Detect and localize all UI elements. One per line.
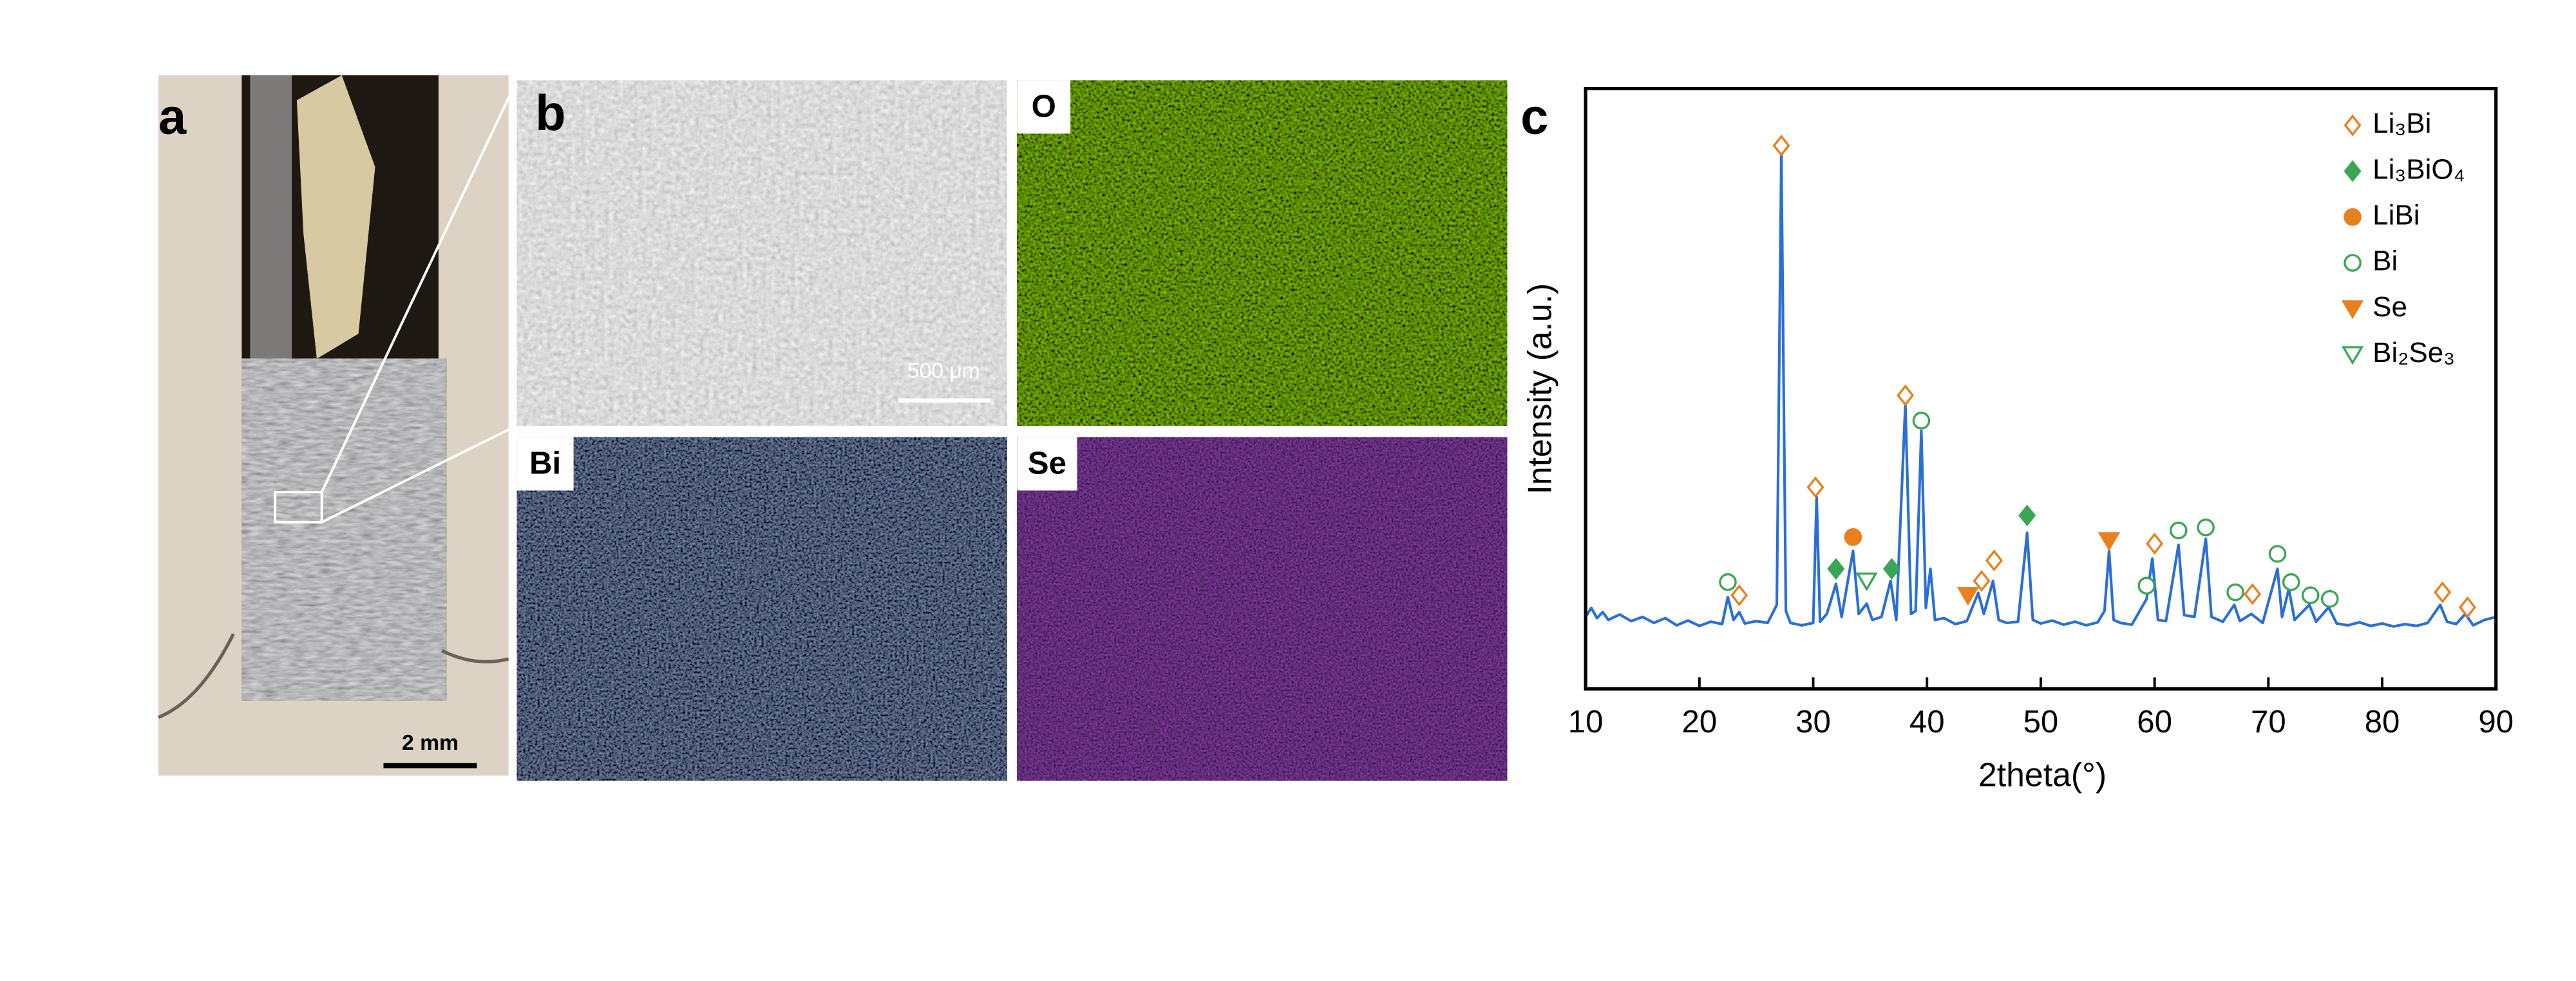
xrd-pattern bbox=[1584, 153, 2497, 628]
map-label: O bbox=[1032, 89, 1056, 124]
legend-label: Bi bbox=[2372, 245, 2398, 277]
legend-marker bbox=[2341, 346, 2364, 365]
o-map: O bbox=[1017, 80, 1508, 426]
phase-marker bbox=[1897, 384, 1915, 406]
y-axis-label: Intensity (a.u.) bbox=[1520, 283, 1558, 495]
panel-label: b bbox=[535, 86, 565, 141]
phase-marker bbox=[2282, 573, 2300, 591]
phase-marker bbox=[1806, 476, 1824, 499]
eds-map bbox=[516, 437, 1007, 781]
label-box bbox=[1017, 80, 1071, 134]
photo-panel: 2 mm a bbox=[157, 75, 518, 776]
sem-panel: 500 μm b bbox=[516, 80, 1007, 426]
phase-marker bbox=[2320, 589, 2339, 608]
legend-marker bbox=[2344, 254, 2362, 272]
phase-marker bbox=[1844, 528, 1862, 546]
phase-marker bbox=[2146, 533, 2164, 555]
phase-marker bbox=[1855, 572, 1878, 591]
phase-marker bbox=[2169, 521, 2188, 540]
phase-marker bbox=[1882, 558, 1900, 580]
metal-edge bbox=[250, 75, 292, 359]
label-box bbox=[1017, 437, 1077, 491]
eds-map bbox=[1017, 437, 1508, 781]
x-tick-label: 70 bbox=[2251, 704, 2286, 739]
xrd-chart: c 2theta(°) Intensity (a.u.) 10 20 30 40 50 6… bbox=[1520, 86, 2514, 793]
phase-marker bbox=[2434, 581, 2452, 604]
phase-marker bbox=[2301, 586, 2320, 604]
phase-marker bbox=[1912, 412, 1931, 430]
legend-marker bbox=[2344, 160, 2362, 182]
legend-label: Li₃BiO₄ bbox=[2372, 153, 2465, 185]
label-box bbox=[516, 437, 574, 491]
x-tick-label: 90 bbox=[2478, 704, 2514, 739]
x-tick-label: 40 bbox=[1909, 704, 1945, 739]
panel-label: a bbox=[158, 89, 187, 144]
phase-marker bbox=[1730, 584, 1748, 607]
map-label: Bi bbox=[529, 446, 561, 481]
electrolyte-residue bbox=[296, 75, 375, 359]
phase-marker bbox=[1719, 573, 1737, 591]
phase-marker bbox=[2098, 532, 2121, 551]
zoom-box bbox=[274, 491, 323, 524]
legend-label: Se bbox=[2372, 291, 2407, 323]
scale-bar-label: 500 μm bbox=[907, 359, 980, 383]
plot-frame bbox=[1584, 86, 2498, 691]
eds-map bbox=[1017, 80, 1508, 426]
scale-bar-label: 2 mm bbox=[402, 731, 459, 755]
zoom-line bbox=[321, 424, 518, 524]
legend-marker bbox=[2344, 114, 2362, 137]
legend-label: Bi₂Se₃ bbox=[2372, 337, 2455, 368]
x-tick-label: 60 bbox=[2137, 704, 2172, 739]
phase-marker bbox=[1973, 569, 1991, 592]
metal-electrode bbox=[242, 358, 447, 701]
sem-image bbox=[516, 80, 1007, 426]
phase-marker bbox=[1772, 135, 1790, 157]
phase-marker bbox=[2244, 583, 2262, 605]
legend-marker bbox=[2341, 300, 2364, 319]
bi-map: Bi bbox=[516, 437, 1007, 781]
panel-label: c bbox=[1520, 89, 1548, 144]
x-tick-label: 30 bbox=[1795, 704, 1831, 739]
legend-label: LiBi bbox=[2372, 200, 2420, 231]
phase-marker bbox=[2268, 545, 2287, 563]
phase-marker bbox=[2197, 519, 2215, 537]
phase-marker bbox=[2018, 504, 2036, 527]
phase-marker bbox=[2137, 576, 2156, 595]
zoom-line bbox=[320, 79, 518, 493]
phase-marker bbox=[1956, 587, 1980, 606]
map-label: Se bbox=[1028, 446, 1066, 481]
x-tick-label: 80 bbox=[2365, 704, 2400, 739]
x-tick-label: 10 bbox=[1568, 704, 1604, 739]
legend-marker bbox=[2344, 208, 2362, 226]
legend-label: Li₃Bi bbox=[2372, 108, 2431, 139]
phase-marker bbox=[2459, 596, 2477, 618]
crack bbox=[157, 633, 509, 719]
x-tick-label: 50 bbox=[2023, 704, 2059, 739]
phase-marker bbox=[2226, 583, 2244, 602]
x-axis-label: 2theta(°) bbox=[1978, 756, 2107, 793]
x-tick-label: 20 bbox=[1681, 704, 1717, 739]
phase-marker bbox=[1827, 558, 1845, 580]
phase-marker bbox=[1985, 549, 2003, 572]
se-map: Se bbox=[1017, 437, 1508, 781]
